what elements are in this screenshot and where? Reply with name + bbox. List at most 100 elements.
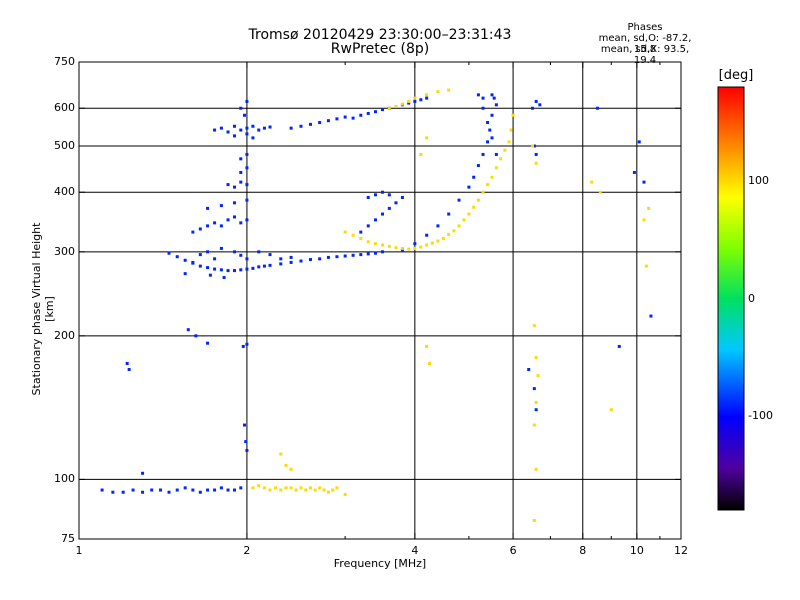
data-point — [359, 236, 363, 240]
data-point — [534, 161, 538, 165]
data-point — [490, 175, 494, 179]
data-point — [186, 328, 190, 332]
data-point — [308, 122, 312, 126]
data-point — [198, 253, 202, 257]
data-point — [457, 198, 461, 202]
data-point — [213, 221, 217, 225]
data-point — [206, 488, 210, 492]
data-point — [343, 115, 347, 119]
data-point — [536, 374, 540, 378]
data-point — [400, 195, 404, 199]
colorbar-tick-label: 100 — [748, 174, 769, 187]
data-point — [141, 471, 145, 475]
data-point — [366, 195, 370, 199]
colorbar-tick-label: -100 — [748, 409, 773, 422]
data-point — [232, 201, 236, 205]
x-tick-label: 2 — [243, 544, 251, 557]
data-point — [400, 102, 404, 106]
x-tick-label: 12 — [674, 544, 688, 557]
data-point — [232, 215, 236, 219]
data-point — [407, 99, 411, 103]
data-point — [343, 254, 347, 258]
data-point — [206, 341, 210, 345]
colorbar-unit: [deg] — [718, 68, 754, 83]
data-point — [476, 164, 480, 168]
data-point — [490, 113, 494, 117]
y-tick-label: 600 — [54, 101, 75, 115]
data-point — [490, 136, 494, 140]
data-point — [289, 486, 293, 490]
data-point — [257, 484, 261, 488]
data-point — [335, 255, 339, 259]
data-point — [425, 93, 429, 97]
data-point — [206, 266, 210, 270]
data-point — [441, 236, 445, 240]
data-point — [242, 423, 246, 427]
data-point — [366, 240, 370, 244]
data-point — [394, 105, 398, 109]
data-point — [452, 229, 456, 233]
data-point — [632, 170, 636, 174]
data-point — [436, 224, 440, 228]
data-point — [127, 367, 131, 371]
data-point — [121, 490, 125, 494]
data-point — [335, 486, 339, 490]
data-point — [511, 113, 515, 117]
data-point — [141, 490, 145, 494]
data-point — [226, 130, 230, 134]
data-point — [326, 490, 330, 494]
data-point — [279, 488, 283, 492]
data-point — [366, 224, 370, 228]
data-point — [472, 175, 476, 179]
data-point — [219, 486, 223, 490]
y-tick-label: 75 — [61, 532, 75, 545]
data-point — [289, 467, 293, 471]
data-point — [380, 190, 384, 194]
data-point — [191, 488, 195, 492]
data-point — [318, 257, 322, 261]
y-tick-label: 200 — [54, 328, 75, 342]
data-point — [642, 180, 646, 184]
x-tick-label: 8 — [579, 544, 587, 557]
data-point — [206, 206, 210, 210]
data-point — [239, 157, 243, 161]
data-point — [245, 126, 249, 130]
data-point — [289, 126, 293, 130]
data-point — [534, 408, 538, 412]
y-tick-label: 300 — [54, 244, 75, 258]
data-point — [387, 206, 391, 210]
data-point — [494, 166, 498, 170]
data-point — [242, 113, 246, 117]
data-point — [467, 185, 471, 189]
data-point — [419, 245, 423, 249]
data-point — [387, 106, 391, 110]
y-tick-label: 100 — [54, 472, 75, 486]
data-point — [472, 205, 476, 209]
data-point — [366, 252, 370, 256]
data-point — [226, 488, 230, 492]
data-point — [206, 250, 210, 254]
x-tick-label: 1 — [75, 544, 83, 557]
data-point — [326, 119, 330, 123]
data-point — [299, 486, 303, 490]
data-point — [279, 257, 283, 261]
data-point — [284, 486, 288, 490]
data-point — [494, 103, 498, 107]
data-point — [649, 314, 653, 318]
data-point — [598, 190, 602, 194]
data-point — [503, 148, 507, 152]
data-point — [538, 103, 542, 107]
data-point — [373, 218, 377, 222]
data-point — [387, 193, 391, 197]
phases-title: Phases — [627, 22, 663, 33]
data-point — [268, 488, 272, 492]
data-point — [373, 242, 377, 246]
data-point — [198, 264, 202, 268]
data-point — [299, 259, 303, 263]
data-point — [219, 246, 223, 250]
data-point — [530, 106, 534, 110]
y-tick-label: 500 — [54, 138, 75, 152]
data-point — [413, 99, 417, 103]
data-point — [413, 96, 417, 100]
